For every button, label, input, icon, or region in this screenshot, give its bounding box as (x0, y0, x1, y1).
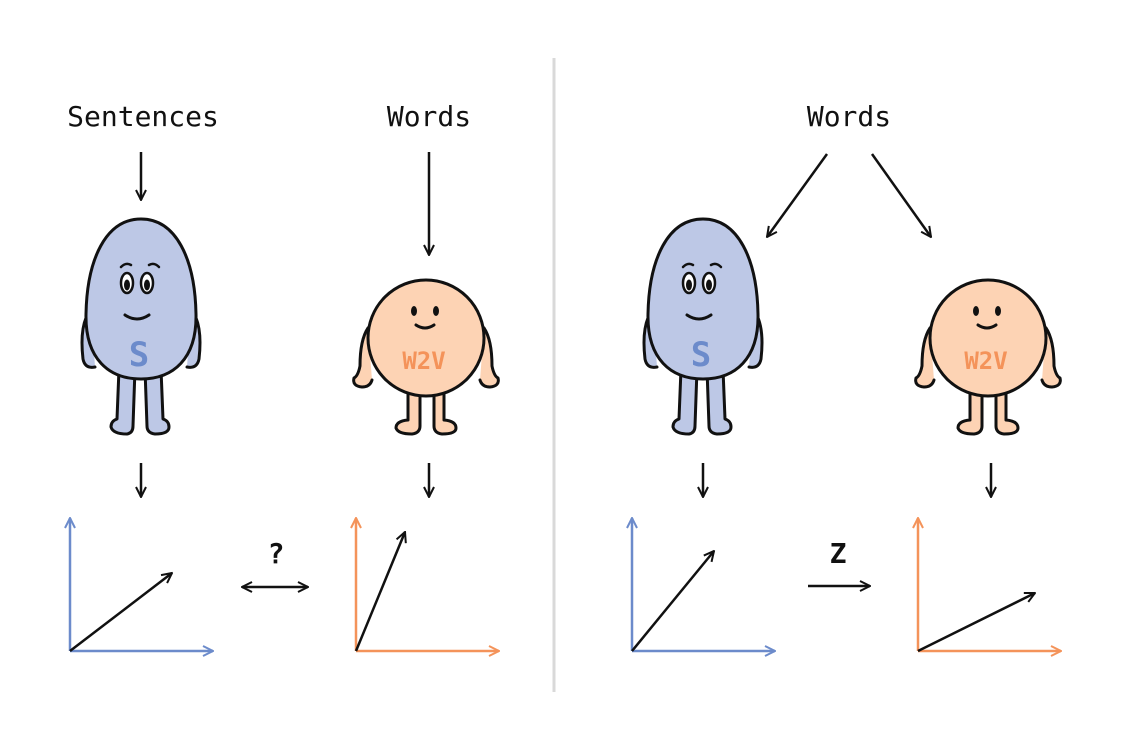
sentence-model-character-icon-right: S (642, 217, 764, 436)
sentence-model-badge: S (129, 335, 149, 375)
sentence-model-badge-right: S (691, 335, 711, 375)
sentence-vector-space-icon-right (632, 518, 775, 651)
comparison-label: ? (268, 537, 285, 570)
mapping-label: Z (830, 537, 847, 570)
words-label-right: Words (807, 100, 891, 133)
words-label-left: Words (387, 100, 471, 133)
word2vec-model-character-icon-right: W2V (914, 278, 1062, 436)
sentences-label: Sentences (67, 100, 219, 133)
word-vector-space-icon-right (918, 518, 1061, 651)
words-to-sentence-model-arrow (767, 153, 829, 237)
sentence-model-character-icon: S (80, 217, 202, 436)
sentence-vector-space-icon (70, 518, 213, 651)
word-vector-space-icon (356, 518, 499, 651)
w2v-model-badge: W2V (402, 347, 445, 375)
words-to-w2v-model-arrow (870, 153, 931, 237)
w2v-model-badge-right: W2V (964, 347, 1007, 375)
word2vec-model-character-icon: W2V (352, 278, 500, 436)
